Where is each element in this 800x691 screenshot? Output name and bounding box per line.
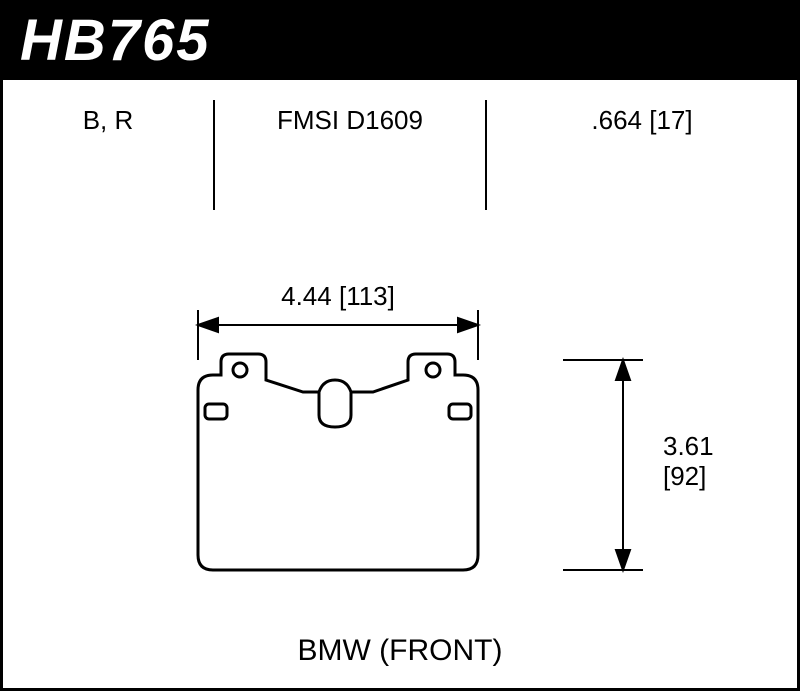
application-label: BMW (FRONT) [3,634,797,668]
content-frame: B, R FMSI D1609 .664 [17] 4.44 [113] [0,80,800,691]
width-in: 4.44 [281,281,332,311]
brake-pad-diagram: 4.44 [113] 3.61 [92] [3,230,800,660]
diagram-area: 4.44 [113] 3.61 [92] [3,230,797,660]
height-mm: [92] [663,461,706,491]
thickness-mm: [17] [649,105,692,135]
spec-compounds: B, R [3,105,213,136]
header-bar: HB765 [0,0,800,80]
thickness-in: .664 [591,105,642,135]
height-label: 3.61 [92] [663,431,721,491]
width-label: 4.44 [113] [281,281,395,311]
spec-thickness: .664 [17] [487,105,797,136]
spec-fmsi: FMSI D1609 [215,105,485,136]
pad-outline [198,354,478,570]
spec-row: B, R FMSI D1609 .664 [17] [3,80,797,210]
height-in: 3.61 [663,431,714,461]
part-number: HB765 [20,7,211,74]
width-mm: [113] [339,281,395,311]
